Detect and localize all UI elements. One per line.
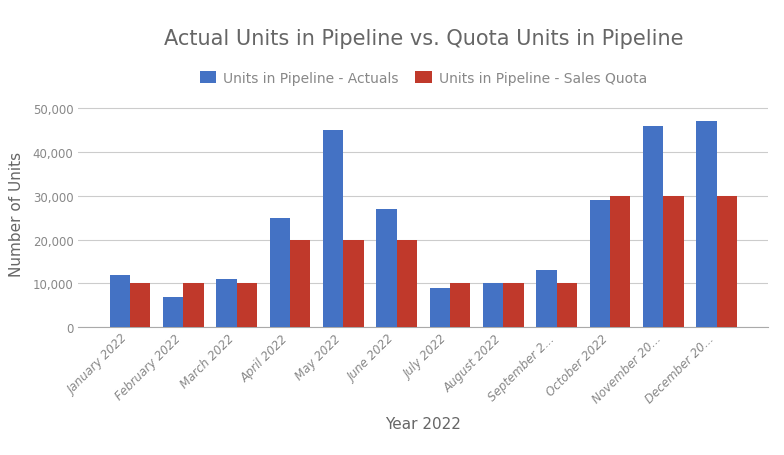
Bar [503,284,524,328]
Bar [663,197,684,328]
Bar [643,126,663,328]
Bar [430,288,450,328]
Bar [237,284,257,328]
Bar [696,122,717,328]
Legend: Units in Pipeline - Actuals, Units in Pipeline - Sales Quota: Units in Pipeline - Actuals, Units in Pi… [194,66,653,91]
Bar [270,218,290,328]
Bar [450,284,470,328]
Bar [216,279,237,328]
Bar [110,275,130,328]
Bar [590,201,610,328]
Bar [483,284,503,328]
Bar [557,284,577,328]
Bar [536,271,557,328]
Y-axis label: Number of Units: Number of Units [9,152,24,276]
Bar [183,284,204,328]
Bar [290,240,310,328]
Bar [163,297,183,328]
Bar [323,131,343,328]
Bar [717,197,737,328]
Bar [376,209,397,328]
Bar [610,197,630,328]
X-axis label: Year 2022: Year 2022 [386,416,461,431]
Title: Actual Units in Pipeline vs. Quota Units in Pipeline: Actual Units in Pipeline vs. Quota Units… [164,29,683,49]
Bar [130,284,151,328]
Bar [397,240,417,328]
Bar [343,240,364,328]
